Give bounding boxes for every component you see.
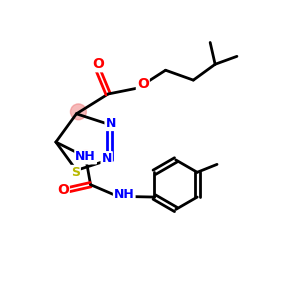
Text: O: O: [92, 57, 104, 71]
Text: O: O: [137, 77, 149, 91]
Text: NH: NH: [75, 150, 96, 164]
Text: NH: NH: [114, 188, 135, 201]
Text: N: N: [101, 152, 112, 165]
Text: N: N: [106, 117, 116, 130]
Text: O: O: [57, 183, 69, 196]
Text: S: S: [71, 166, 80, 179]
Ellipse shape: [76, 151, 95, 164]
Ellipse shape: [70, 104, 86, 120]
